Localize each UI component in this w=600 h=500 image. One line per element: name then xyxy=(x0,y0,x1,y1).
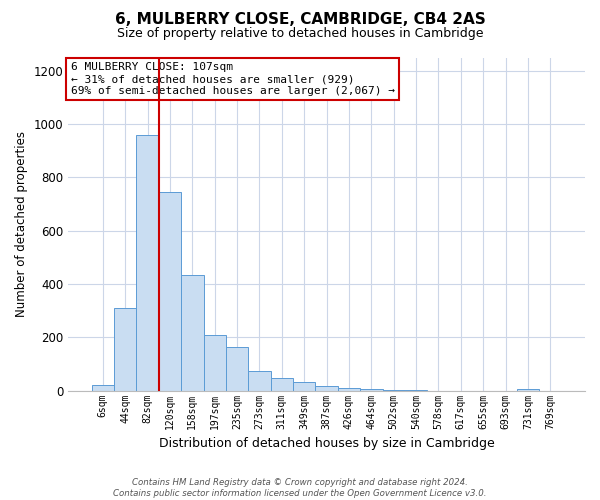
Bar xyxy=(517,388,539,390)
Bar xyxy=(114,308,136,390)
Bar xyxy=(181,274,203,390)
Bar xyxy=(293,382,316,390)
X-axis label: Distribution of detached houses by size in Cambridge: Distribution of detached houses by size … xyxy=(159,437,494,450)
Bar xyxy=(159,192,181,390)
Text: 6, MULBERRY CLOSE, CAMBRIDGE, CB4 2AS: 6, MULBERRY CLOSE, CAMBRIDGE, CB4 2AS xyxy=(115,12,485,28)
Bar xyxy=(203,334,226,390)
Bar xyxy=(271,378,293,390)
Bar xyxy=(92,386,114,390)
Text: Contains HM Land Registry data © Crown copyright and database right 2024.
Contai: Contains HM Land Registry data © Crown c… xyxy=(113,478,487,498)
Y-axis label: Number of detached properties: Number of detached properties xyxy=(15,131,28,317)
Bar xyxy=(136,135,159,390)
Bar xyxy=(226,346,248,391)
Text: 6 MULBERRY CLOSE: 107sqm
← 31% of detached houses are smaller (929)
69% of semi-: 6 MULBERRY CLOSE: 107sqm ← 31% of detach… xyxy=(71,62,395,96)
Bar xyxy=(316,386,338,390)
Bar xyxy=(248,370,271,390)
Bar xyxy=(338,388,360,390)
Text: Size of property relative to detached houses in Cambridge: Size of property relative to detached ho… xyxy=(117,28,483,40)
